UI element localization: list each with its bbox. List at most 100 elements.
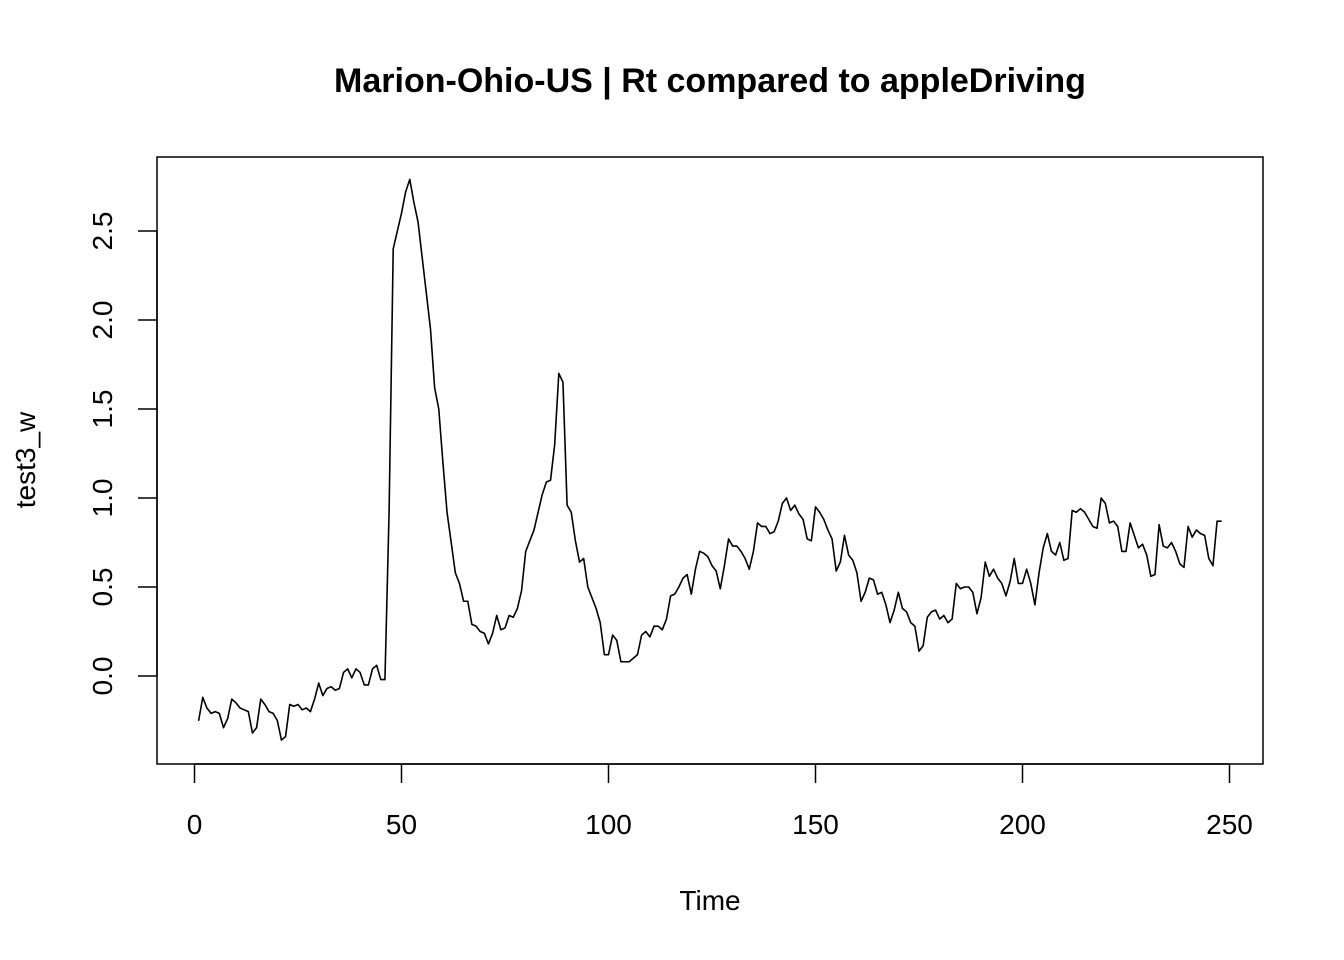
data-point <box>649 636 651 638</box>
data-point <box>674 593 676 595</box>
data-point <box>868 577 870 579</box>
data-point <box>744 557 746 560</box>
data-point <box>918 650 920 652</box>
data-point <box>703 552 705 554</box>
data-point <box>210 712 212 714</box>
data-point <box>376 664 378 666</box>
data-point <box>562 381 564 383</box>
data-point <box>777 520 779 522</box>
data-point <box>1146 554 1148 556</box>
data-point <box>566 504 568 506</box>
data-point <box>632 657 634 659</box>
data-point <box>1104 502 1106 504</box>
data-point <box>955 582 957 585</box>
data-point <box>1154 573 1156 576</box>
data-point <box>583 557 585 560</box>
data-point <box>371 668 374 670</box>
x-tick-label: 150 <box>792 809 839 840</box>
data-point <box>454 572 456 574</box>
data-point <box>1125 550 1127 553</box>
data-point <box>429 328 432 330</box>
data-point <box>1137 547 1140 549</box>
data-point <box>1030 582 1032 585</box>
data-point <box>305 707 307 709</box>
data-point <box>1017 582 1019 585</box>
data-point <box>235 702 237 704</box>
data-point <box>529 540 531 542</box>
data-point <box>686 573 688 576</box>
data-point <box>574 540 576 542</box>
data-point <box>1059 541 1061 544</box>
data-point <box>367 684 369 686</box>
data-point <box>992 568 995 570</box>
data-point <box>748 568 750 570</box>
data-point <box>893 609 895 611</box>
data-point <box>881 591 883 593</box>
data-point <box>715 570 717 572</box>
data-point <box>922 645 924 647</box>
data-point <box>1042 547 1044 549</box>
y-tick-label: 2.5 <box>87 212 118 251</box>
data-point <box>624 661 626 663</box>
data-point <box>289 703 291 706</box>
data-point <box>313 698 316 700</box>
data-point <box>467 600 469 602</box>
data-point <box>939 618 941 620</box>
data-point <box>425 292 427 294</box>
y-axis-label: test3_w <box>10 411 41 508</box>
data-point <box>628 661 630 663</box>
data-point <box>1220 520 1222 522</box>
data-point <box>297 703 299 706</box>
data-point <box>471 623 473 625</box>
data-point <box>682 577 684 579</box>
data-point <box>1096 527 1098 529</box>
data-point <box>347 668 349 670</box>
data-point <box>1150 575 1152 577</box>
data-point <box>719 588 721 590</box>
y-tick-label: 0.0 <box>87 657 118 696</box>
data-point <box>934 609 937 611</box>
data-point <box>963 586 966 588</box>
data-point <box>388 511 390 513</box>
data-point <box>1084 511 1086 513</box>
data-point <box>256 727 258 729</box>
data-point <box>827 529 829 531</box>
data-point <box>1034 604 1036 606</box>
data-point <box>1009 581 1011 583</box>
data-point <box>976 613 978 615</box>
data-point <box>222 727 225 729</box>
data-point <box>968 586 970 588</box>
x-tick-label: 0 <box>187 809 203 840</box>
data-point <box>396 230 398 232</box>
data-point <box>984 561 986 563</box>
data-point <box>872 579 875 581</box>
data-point <box>1129 522 1131 524</box>
data-point <box>1075 511 1077 513</box>
data-point <box>239 707 241 709</box>
data-point <box>434 387 436 389</box>
data-point <box>910 622 912 624</box>
data-point <box>889 622 891 624</box>
data-point <box>1100 497 1102 499</box>
data-point <box>247 711 249 713</box>
data-point <box>214 711 216 713</box>
data-point <box>690 593 692 595</box>
data-point <box>595 607 597 609</box>
data-point <box>570 511 572 513</box>
data-point <box>202 696 204 698</box>
data-point <box>1005 595 1007 597</box>
data-point <box>417 221 419 223</box>
data-point <box>988 575 990 577</box>
data-point <box>541 493 543 496</box>
data-point <box>446 511 448 513</box>
data-point <box>839 561 841 563</box>
data-point <box>1071 509 1073 512</box>
data-point <box>272 712 274 714</box>
data-point <box>578 561 581 563</box>
data-point <box>587 586 589 588</box>
data-point <box>1055 554 1057 556</box>
data-point <box>1050 550 1053 553</box>
data-point <box>504 627 506 629</box>
data-point <box>334 689 336 691</box>
